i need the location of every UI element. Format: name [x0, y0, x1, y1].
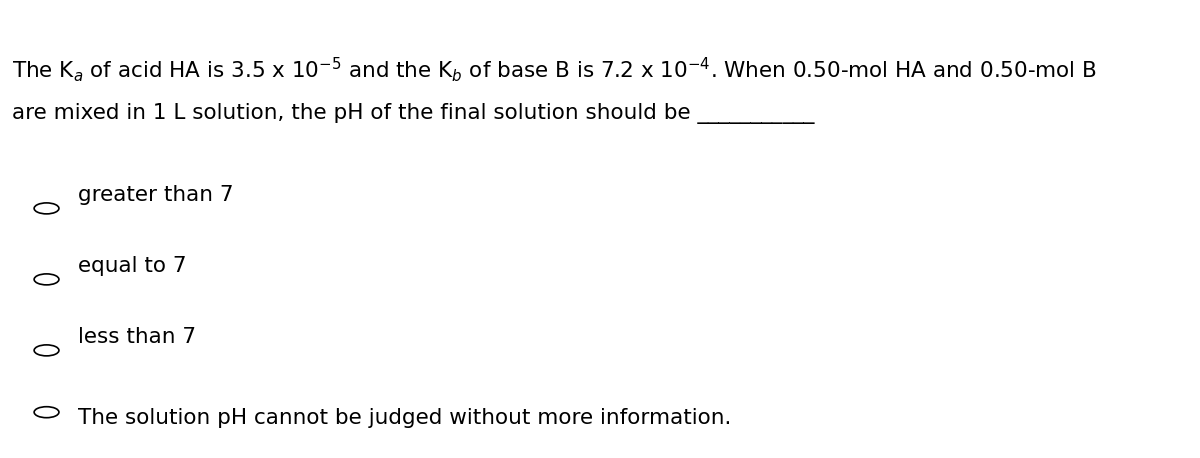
- Text: greater than 7: greater than 7: [78, 185, 233, 206]
- Text: are mixed in 1 L solution, the pH of the final solution should be ___________: are mixed in 1 L solution, the pH of the…: [12, 103, 815, 124]
- Text: The solution pH cannot be judged without more information.: The solution pH cannot be judged without…: [78, 408, 731, 428]
- Text: The K$_a$ of acid HA is 3.5 x 10$^{-5}$ and the K$_b$ of base B is 7.2 x 10$^{-4: The K$_a$ of acid HA is 3.5 x 10$^{-5}$ …: [12, 55, 1097, 84]
- Text: equal to 7: equal to 7: [78, 256, 186, 277]
- Text: less than 7: less than 7: [78, 327, 196, 348]
